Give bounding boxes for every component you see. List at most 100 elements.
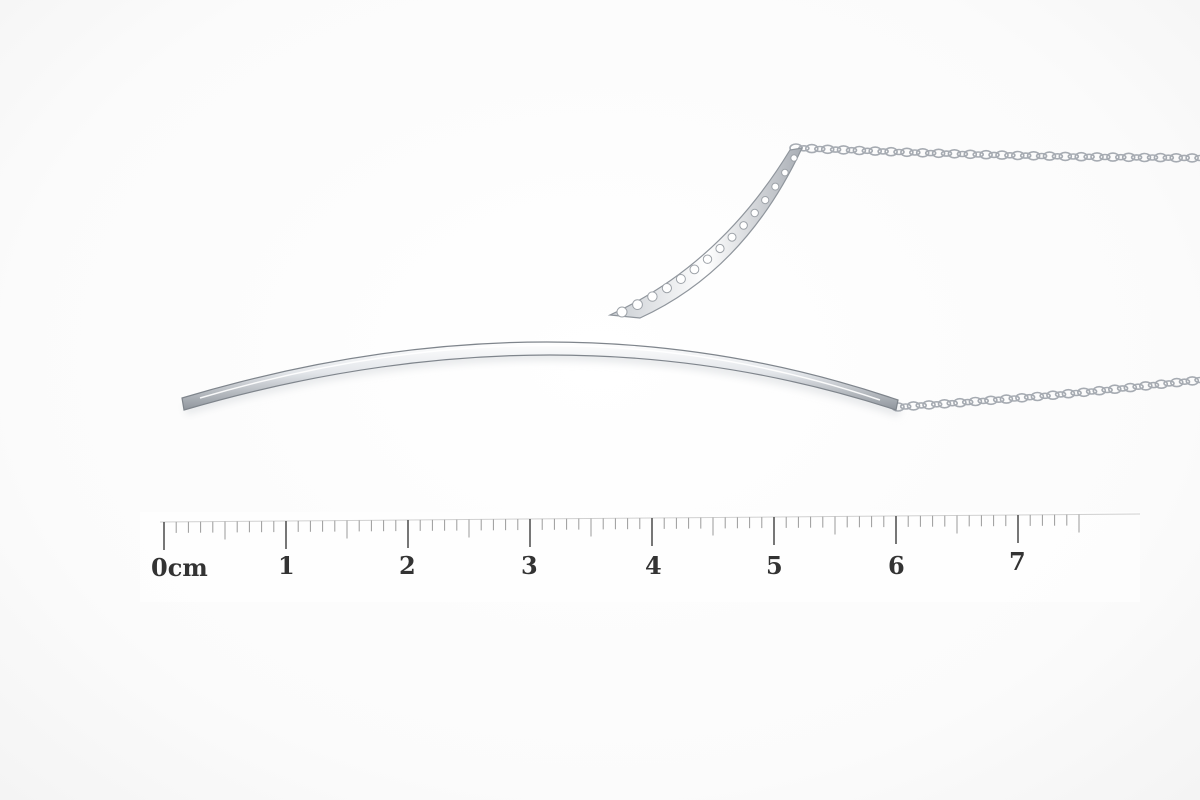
chain-link — [984, 395, 998, 406]
ruler-label-3: 3 — [521, 551, 538, 580]
chain-link — [877, 148, 889, 155]
diamond-stone — [739, 221, 748, 230]
diamond-stone — [771, 182, 780, 191]
chain-link — [804, 143, 819, 154]
ruler-label-5: 5 — [766, 551, 783, 580]
diamond-stone — [661, 283, 673, 294]
chain-link — [1130, 154, 1143, 161]
chain-link — [1008, 395, 1021, 402]
chain-link — [999, 394, 1014, 404]
chain-link — [1101, 386, 1113, 394]
chain-link — [956, 150, 969, 158]
chain-link — [852, 145, 867, 156]
chain-link — [893, 148, 905, 156]
chain-link — [1004, 152, 1016, 159]
chain-link — [1108, 384, 1122, 395]
chain-link — [1030, 391, 1045, 402]
chain-link — [845, 146, 858, 154]
chain-link — [1121, 152, 1136, 163]
chain-link — [1023, 393, 1036, 401]
chain-link — [1185, 376, 1200, 386]
diamond-stone — [727, 232, 737, 242]
chain-link — [820, 144, 835, 155]
pendant-shadow — [183, 350, 902, 417]
chain-link — [915, 402, 928, 409]
diamond-stone — [715, 243, 725, 254]
chain-link — [884, 146, 898, 157]
chain-link — [899, 403, 912, 410]
chain-link — [1083, 153, 1095, 161]
chain-link — [1085, 388, 1098, 395]
chain-link — [1058, 151, 1073, 162]
chain-link — [1046, 390, 1060, 401]
ruler-label-4: 4 — [645, 551, 662, 580]
chain-link — [992, 396, 1005, 404]
chain-link — [1185, 153, 1199, 163]
ruler-label-7: 7 — [1009, 547, 1026, 576]
chain-link — [1077, 387, 1091, 398]
chain-link — [1194, 154, 1200, 162]
diamond-stone — [761, 196, 770, 205]
diamond-stone — [647, 291, 658, 302]
chain-link — [1170, 377, 1184, 388]
ruler: 0cm 1 2 3 4 5 6 7 — [140, 512, 1141, 602]
chain-link — [1015, 392, 1029, 403]
chain-link — [906, 401, 921, 411]
chain-link — [1106, 152, 1120, 162]
chain-link — [1139, 381, 1153, 391]
chain-link — [1099, 153, 1111, 161]
diamond-stone — [781, 168, 789, 177]
chain-link — [953, 397, 967, 408]
chain-link — [1169, 153, 1183, 163]
chain-link — [968, 396, 983, 407]
chain-link — [900, 147, 914, 158]
chain-link — [1116, 385, 1129, 392]
ruler-label-0cm: 0cm — [151, 553, 208, 582]
pave-arm — [607, 147, 804, 319]
chain-link — [937, 398, 952, 409]
chain-link — [931, 148, 946, 159]
chain-link — [1178, 378, 1191, 386]
chain-link — [1070, 389, 1082, 397]
diamond-stone — [632, 299, 643, 311]
chain-lower — [891, 376, 1200, 412]
chain-upper — [789, 143, 1200, 163]
chain-link — [961, 398, 974, 406]
ruler-label-1: 1 — [278, 551, 295, 580]
chain-link — [922, 400, 936, 410]
chain-link — [1010, 150, 1025, 161]
chain-link — [924, 149, 937, 157]
chain-link — [836, 145, 851, 155]
chain-link — [1137, 152, 1152, 163]
chain-link — [947, 149, 962, 159]
chain-link — [930, 400, 943, 408]
chain-link — [1051, 153, 1064, 160]
chain-link — [868, 146, 883, 156]
chain-link — [861, 147, 874, 155]
chain-link — [813, 145, 826, 153]
chain-link — [1153, 152, 1168, 163]
chain-link — [988, 151, 1000, 159]
chain-link — [1092, 385, 1107, 396]
chain-link — [1026, 151, 1041, 161]
ruler-ticks — [163, 514, 1080, 550]
pendant-bar — [181, 341, 899, 411]
chain-link — [946, 399, 959, 407]
ruler-label-6: 6 — [888, 551, 905, 580]
ruler-label-2: 2 — [399, 551, 416, 580]
diamond-stone — [702, 254, 713, 264]
chain-link — [1178, 154, 1190, 162]
diamond-stone — [689, 264, 700, 275]
diamond-stone — [616, 306, 628, 318]
chain-link — [1067, 153, 1080, 160]
chain-link — [972, 151, 985, 158]
chain-link — [1035, 152, 1048, 160]
chain-link — [940, 150, 953, 157]
diamond-stone — [675, 274, 686, 284]
chain-link — [979, 149, 993, 160]
chain-link — [1163, 380, 1175, 387]
chain-link — [1123, 382, 1138, 393]
chain-link — [915, 148, 930, 158]
